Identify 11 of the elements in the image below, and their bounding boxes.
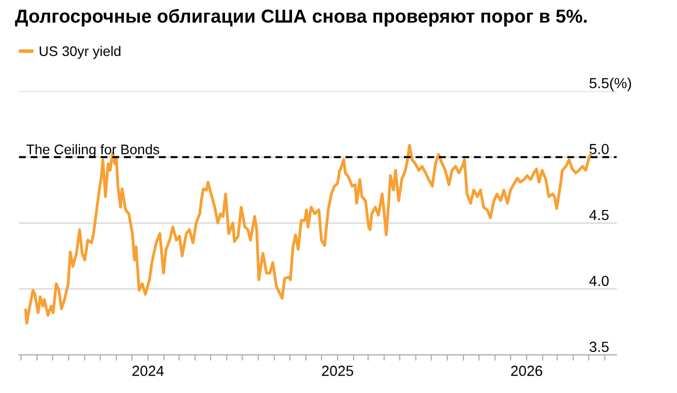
y-tick-label: 5.0 bbox=[590, 144, 609, 154]
legend-label: US 30yr yield bbox=[40, 46, 120, 59]
y-tick-label: 4.0 bbox=[589, 276, 609, 286]
x-tick-label: 2025 bbox=[322, 366, 354, 376]
chart-title: Долгосрочные облигации США снова проверяют порог в 5%. bbox=[15, 8, 587, 27]
y-tick-label: 3.5 bbox=[590, 342, 609, 352]
y-tick-label: 5.5(%) bbox=[590, 78, 632, 92]
x-tick-label: 2026 bbox=[511, 366, 542, 376]
ref-line-label: The Ceiling for Bonds bbox=[26, 144, 160, 158]
y-tick-label: 4.5 bbox=[589, 210, 609, 220]
x-tick-label: 2024 bbox=[132, 366, 164, 376]
